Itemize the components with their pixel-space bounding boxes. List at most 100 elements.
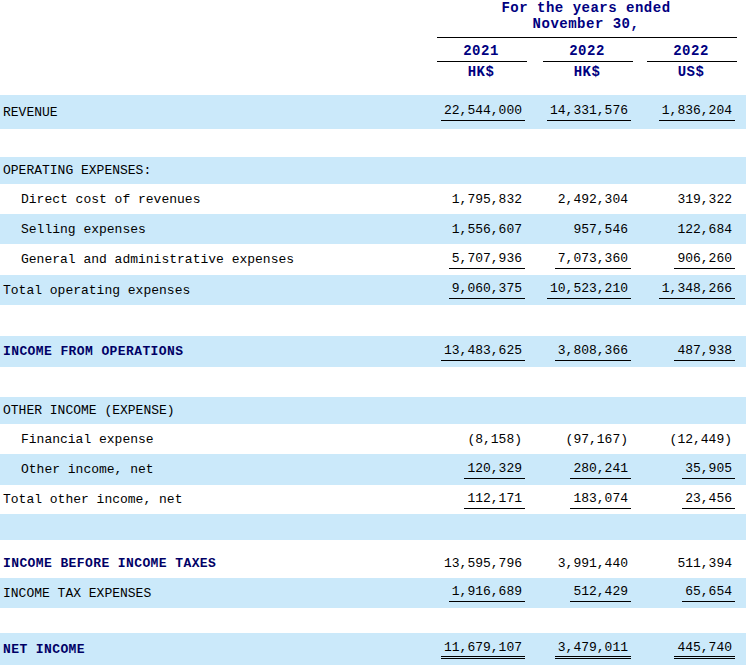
- amount: 511,394: [674, 556, 735, 571]
- cell-2022-hkd: 14,331,576: [525, 103, 631, 121]
- cell-2021-hkd: 1,795,832: [437, 192, 525, 207]
- amount: 3,991,440: [555, 556, 631, 571]
- table-row-selling-expenses: Selling expenses 1,556,607 957,546 122,6…: [0, 214, 746, 244]
- cell-2021-hkd: (8,158): [437, 432, 525, 447]
- row-label: Selling expenses: [0, 222, 437, 237]
- table-row-income-tax-expenses: INCOME TAX EXPENSES 1,916,689 512,429 65…: [0, 578, 746, 608]
- amount: 10,523,210: [547, 281, 631, 299]
- amount: 122,684: [674, 222, 735, 237]
- row-label: Other income, net: [0, 462, 437, 477]
- cell-2021-hkd: 1,556,607: [437, 222, 525, 237]
- table-row-net-income: NET INCOME 11,679,107 3,479,011 445,740: [0, 633, 746, 665]
- row-gap: [0, 540, 746, 548]
- amount: 35,905: [682, 461, 735, 479]
- currency-column-header-hkd: HK$: [437, 64, 525, 80]
- cell-2022-usd: 122,684: [631, 222, 735, 237]
- amount: (97,167): [563, 432, 631, 447]
- amount: 7,073,360: [555, 251, 631, 269]
- cell-2022-hkd: 3,991,440: [525, 556, 631, 571]
- row-label: REVENUE: [0, 105, 437, 120]
- table-row-revenue: REVENUE 22,544,000 14,331,576 1,836,204: [0, 95, 746, 129]
- row-gap: [0, 305, 746, 336]
- cell-2021-hkd: 1,916,689: [437, 584, 525, 602]
- table-row-general-admin: General and administrative expenses 5,70…: [0, 244, 746, 275]
- cell-2022-usd: 1,348,266: [631, 281, 735, 299]
- amount: (12,449): [667, 432, 735, 447]
- amount: 13,483,625: [441, 343, 525, 361]
- row-label: INCOME TAX EXPENSES: [0, 586, 437, 601]
- period-title-line1: For the years ended: [437, 0, 735, 16]
- cell-2022-hkd: 7,073,360: [525, 251, 631, 269]
- amount: 9,060,375: [449, 281, 525, 299]
- amount: 512,429: [570, 584, 631, 602]
- amount: 120,329: [464, 461, 525, 479]
- cell-2022-usd: 906,260: [631, 251, 735, 269]
- cell-2022-hkd: 3,479,011: [525, 640, 631, 659]
- amount: 13,595,796: [441, 556, 525, 571]
- year-rule: [543, 61, 633, 62]
- cell-2022-usd: 445,740: [631, 640, 735, 659]
- amount: 280,241: [570, 461, 631, 479]
- cell-2022-usd: (12,449): [631, 432, 735, 447]
- amount: 22,544,000: [441, 103, 525, 121]
- cell-2022-usd: 1,836,204: [631, 103, 735, 121]
- row-gap: [0, 608, 746, 633]
- income-statement: For the years ended November 30, 2021 20…: [0, 0, 746, 672]
- amount: 5,707,936: [449, 251, 525, 269]
- year-rule: [437, 61, 527, 62]
- cell-2022-usd: 23,456: [631, 491, 735, 509]
- table-row-income-before-taxes: INCOME BEFORE INCOME TAXES 13,595,796 3,…: [0, 548, 746, 578]
- cell-2021-hkd: 11,679,107: [437, 640, 525, 659]
- cell-2021-hkd: 13,595,796: [437, 556, 525, 571]
- cell-2021-hkd: 112,171: [437, 491, 525, 509]
- amount: 1,916,689: [449, 584, 525, 602]
- row-label: Direct cost of revenues: [0, 192, 437, 207]
- cell-2021-hkd: 9,060,375: [437, 281, 525, 299]
- row-gap: [0, 129, 746, 157]
- cell-2022-hkd: (97,167): [525, 432, 631, 447]
- year-rule: [647, 61, 737, 62]
- amount: 3,479,011: [555, 640, 631, 659]
- row-label: INCOME BEFORE INCOME TAXES: [0, 556, 437, 571]
- cell-2021-hkd: 120,329: [437, 461, 525, 479]
- cell-2021-hkd: 5,707,936: [437, 251, 525, 269]
- amount: 11,679,107: [441, 640, 525, 659]
- table-row-financial-expense: Financial expense (8,158) (97,167) (12,4…: [0, 424, 746, 454]
- cell-2022-usd: 487,938: [631, 343, 735, 361]
- cell-2022-usd: 35,905: [631, 461, 735, 479]
- cell-2022-hkd: 512,429: [525, 584, 631, 602]
- cell-2022-usd: 511,394: [631, 556, 735, 571]
- amount: 23,456: [682, 491, 735, 509]
- statement-header: For the years ended November 30, 2021 20…: [0, 0, 746, 95]
- amount: 1,836,204: [659, 103, 735, 121]
- row-label: INCOME FROM OPERATIONS: [0, 344, 437, 359]
- year-column-header-2022-usd: 2022: [647, 43, 735, 59]
- amount: 3,808,366: [555, 343, 631, 361]
- year-column-header-2022-hkd: 2022: [543, 43, 631, 59]
- amount: 1,795,832: [449, 192, 525, 207]
- year-column-header-2021: 2021: [437, 43, 525, 59]
- amount: 319,322: [674, 192, 735, 207]
- cell-2022-hkd: 3,808,366: [525, 343, 631, 361]
- amount: (8,158): [464, 432, 525, 447]
- currency-column-header-hkd2: HK$: [543, 64, 631, 80]
- cell-2022-hkd: 10,523,210: [525, 281, 631, 299]
- amount: 65,654: [682, 584, 735, 602]
- cell-2022-hkd: 280,241: [525, 461, 631, 479]
- table-row-income-from-operations: INCOME FROM OPERATIONS 13,483,625 3,808,…: [0, 336, 746, 367]
- table-row-operating-expenses-header: OPERATING EXPENSES:: [0, 157, 746, 184]
- table-row-total-other-income: Total other income, net 112,171 183,074 …: [0, 485, 746, 514]
- cell-2022-usd: 319,322: [631, 192, 735, 207]
- table-row-total-operating-expenses: Total operating expenses 9,060,375 10,52…: [0, 275, 746, 305]
- amount: 487,938: [674, 343, 735, 361]
- header-rule: [437, 37, 737, 38]
- amount: 445,740: [674, 640, 735, 659]
- amount: 1,348,266: [659, 281, 735, 299]
- amount: 957,546: [570, 222, 631, 237]
- cell-2022-hkd: 2,492,304: [525, 192, 631, 207]
- table-row-other-income-header: OTHER INCOME (EXPENSE): [0, 397, 746, 424]
- row-label: OTHER INCOME (EXPENSE): [0, 403, 437, 418]
- row-label: Total other income, net: [0, 492, 437, 507]
- blue-spacer-row: [0, 514, 746, 540]
- table-row-direct-cost: Direct cost of revenues 1,795,832 2,492,…: [0, 184, 746, 214]
